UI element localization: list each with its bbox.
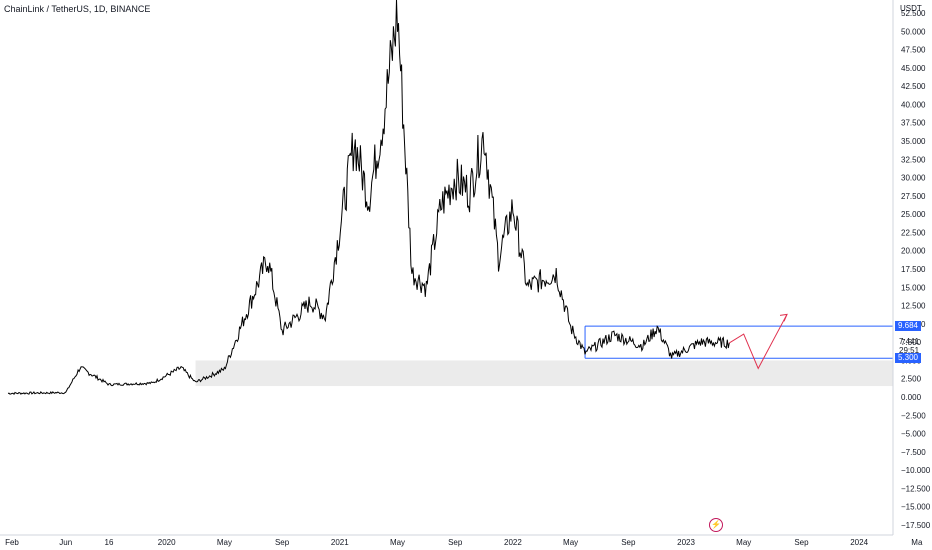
price-tick-label: −2.500 [901,411,926,420]
price-tick-label: 17.500 [901,265,926,274]
price-tick-label: 25.000 [901,210,926,219]
time-tick-label: 2020 [158,538,176,547]
current-price-label: 7.441 [899,336,920,346]
chart-title: ChainLink / TetherUS, 1D, BINANCE [4,4,151,14]
bar-countdown-label: 29:51 [899,345,920,355]
lightning-icon[interactable]: ⚡ [709,518,723,532]
time-tick-label: Sep [794,538,809,547]
time-tick-label: May [390,538,405,547]
price-tick-label: 40.000 [901,100,926,109]
price-axis-ticks: 52.500 50.000 47.500 45.000 42.500 40.000 37.5… [901,9,931,530]
price-tick-label: 42.500 [901,82,926,91]
price-tick-label: −5.000 [901,430,926,439]
price-tick-label: 0.000 [901,393,922,402]
projection-arrowhead [779,313,788,322]
time-tick-label: May [563,538,578,547]
price-tick-label: 7.500 [901,338,922,347]
time-tick-label: 2023 [677,538,695,547]
lower-price-flag: 5.300 [895,353,921,364]
projection-path[interactable] [729,314,788,370]
time-tick-label: Sep [448,538,463,547]
time-tick-label: May [736,538,751,547]
price-tick-label: 47.500 [901,46,926,55]
upper-price-flag: 9.684 [895,321,921,332]
time-tick-label: Ma [911,538,923,547]
time-tick-label: 2024 [850,538,868,547]
price-tick-label: −17.500 [901,521,931,530]
price-tick-label: 50.000 [901,27,926,36]
price-tick-label: 27.500 [901,192,926,201]
price-tick-label: 37.500 [901,119,926,128]
price-tick-label: 20.000 [901,247,926,256]
time-tick-label: May [217,538,232,547]
price-tick-label: −10.000 [901,466,931,475]
price-tick-label: −12.500 [901,484,931,493]
time-tick-label: 2021 [331,538,349,547]
price-tick-label: 30.000 [901,174,926,183]
price-tick-label: −7.500 [901,448,926,457]
price-tick-label: 15.000 [901,283,926,292]
price-tick-label: 12.500 [901,302,926,311]
time-axis-labels: Feb Jun 16 2020 May Sep 2021 May Sep 2022 May Sep 20… [5,538,923,547]
range-box[interactable] [584,325,893,359]
time-tick-label: 16 [105,538,114,547]
price-tick-label: 45.000 [901,64,926,73]
price-tick-label: 2.500 [901,375,922,384]
time-tick-label: 2022 [504,538,522,547]
price-tick-label: 32.500 [901,155,926,164]
price-tick-label: −15.000 [901,503,931,512]
time-tick-label: Sep [275,538,290,547]
time-tick-label: Feb [5,538,19,547]
time-tick-label: Sep [621,538,636,547]
price-tick-label: 35.000 [901,137,926,146]
price-axis-unit: USDT [900,4,922,13]
price-tick-label: 52.500 [901,9,926,18]
price-series-line [7,0,730,395]
price-tick-label: 22.500 [901,228,926,237]
support-zone [195,360,893,387]
time-tick-label: Jun [59,538,72,547]
